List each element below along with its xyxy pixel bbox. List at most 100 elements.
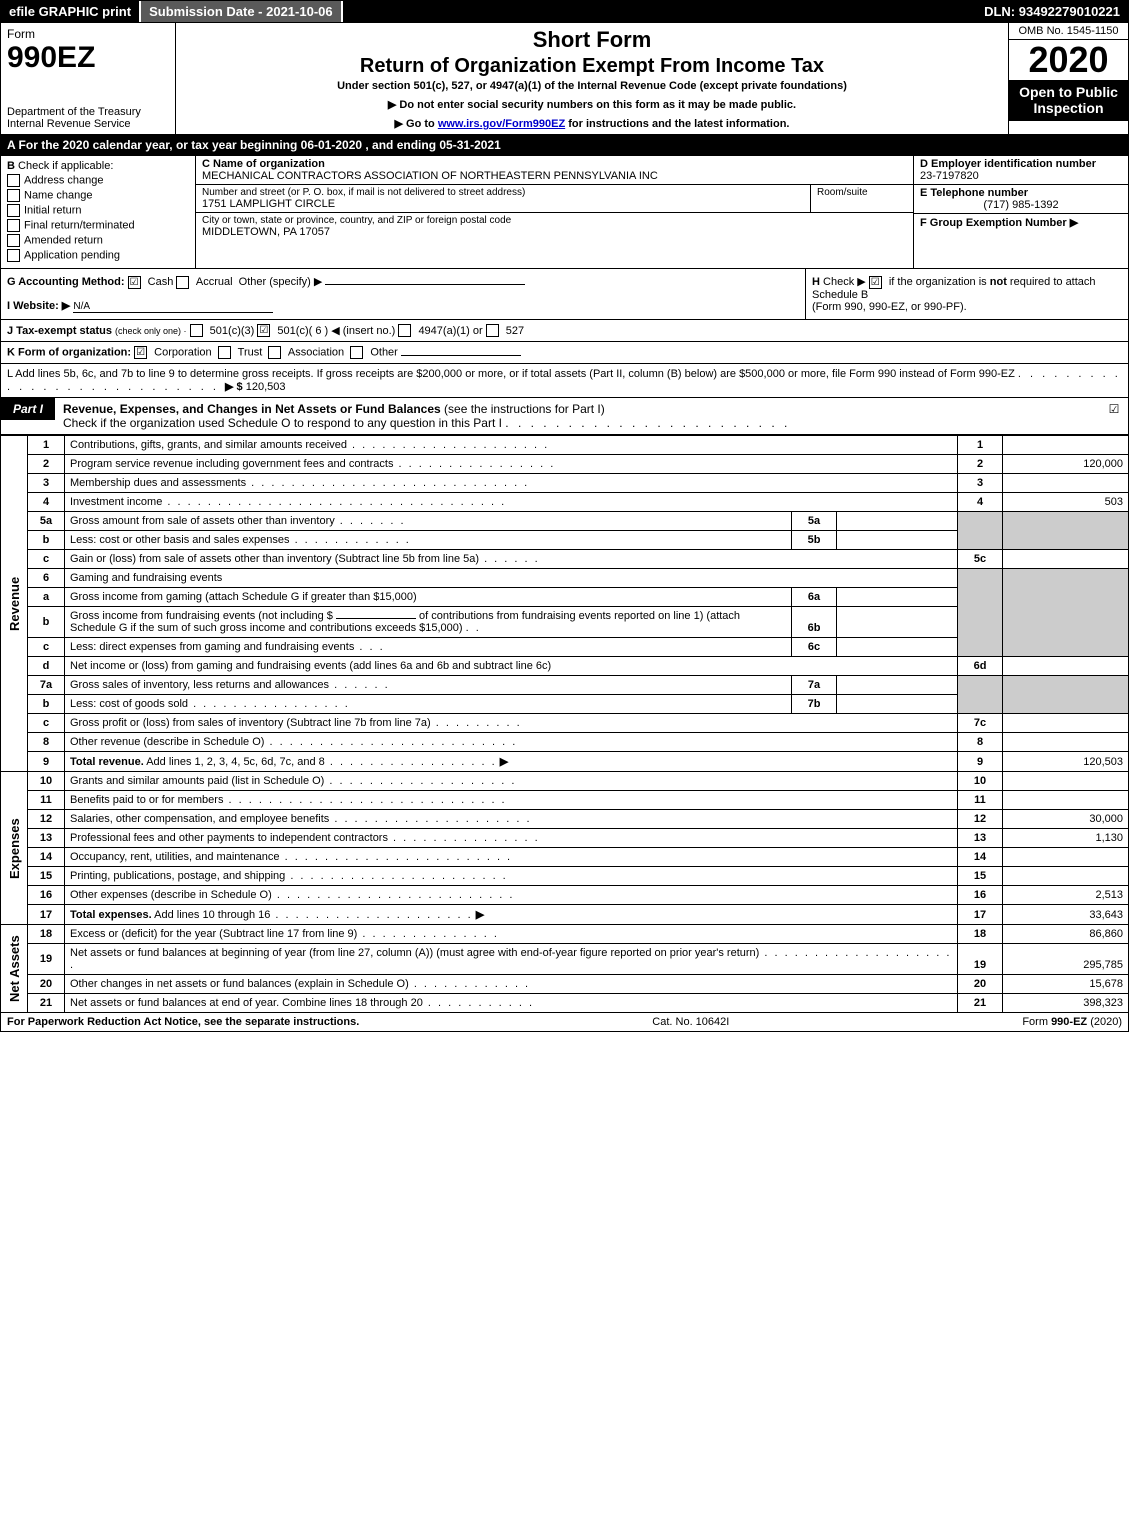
main-table: Revenue 1 Contributions, gifts, grants, …	[0, 435, 1129, 1013]
check-address-change[interactable]: Address change	[7, 174, 189, 187]
section-def: D Employer identification number 23-7197…	[913, 156, 1128, 268]
section-h: H Check ▶ ☑ if the organization is not r…	[805, 269, 1128, 319]
line-10: Expenses 10 Grants and similar amounts p…	[1, 772, 1129, 791]
check-amended-return[interactable]: Amended return	[7, 234, 189, 247]
room-label: Room/suite	[817, 187, 907, 198]
form-word: Form	[7, 27, 169, 41]
line-4: 4 Investment income . . . . . . . . . . …	[1, 493, 1129, 512]
footer-mid: Cat. No. 10642I	[652, 1016, 729, 1028]
arrow-icon: ▶	[1070, 217, 1078, 229]
check-initial-return[interactable]: Initial return	[7, 204, 189, 217]
check-other-org[interactable]	[350, 346, 363, 359]
instr-1: ▶ Do not enter social security numbers o…	[184, 98, 1000, 111]
section-l: L Add lines 5b, 6c, and 7b to line 9 to …	[0, 364, 1129, 398]
ein-label: D Employer identification number	[920, 158, 1122, 170]
section-c: C Name of organization MECHANICAL CONTRA…	[196, 156, 913, 268]
ein-value: 23-7197820	[920, 170, 1122, 182]
dln: DLN: 93492279010221	[976, 1, 1128, 22]
section-k: K Form of organization: ☑ Corporation Tr…	[0, 342, 1129, 364]
top-bar: efile GRAPHIC print Submission Date - 20…	[0, 0, 1129, 23]
open-inspection: Open to Public Inspection	[1009, 80, 1128, 122]
line-14: 14 Occupancy, rent, utilities, and maint…	[1, 848, 1129, 867]
line-17: 17 Total expenses. Add lines 10 through …	[1, 905, 1129, 925]
check-527[interactable]	[486, 324, 499, 337]
check-association[interactable]	[268, 346, 281, 359]
check-name-change[interactable]: Name change	[7, 189, 189, 202]
check-4947[interactable]	[398, 324, 411, 337]
tax-year-row: A For the 2020 calendar year, or tax yea…	[0, 135, 1129, 156]
instr-2: ▶ Go to www.irs.gov/Form990EZ for instru…	[184, 117, 1000, 130]
part-1-check[interactable]: ☑	[1100, 398, 1128, 420]
line-15: 15 Printing, publications, postage, and …	[1, 867, 1129, 886]
header-right: OMB No. 1545-1150 2020 Open to Public In…	[1008, 23, 1128, 134]
netassets-label: Net Assets	[1, 925, 28, 1013]
line-12: 12 Salaries, other compensation, and emp…	[1, 810, 1129, 829]
group-exempt-label: F Group Exemption Number	[920, 217, 1067, 229]
check-accrual[interactable]	[176, 276, 189, 289]
line-8: 8 Other revenue (describe in Schedule O)…	[1, 733, 1129, 752]
tax-year: 2020	[1009, 40, 1128, 80]
phone-value: (717) 985-1392	[920, 199, 1122, 211]
return-title: Return of Organization Exempt From Incom…	[184, 55, 1000, 78]
section-b: B Check if applicable: Address change Na…	[1, 156, 196, 268]
other-org-input[interactable]	[401, 355, 521, 356]
revenue-label: Revenue	[1, 436, 28, 772]
line-18: Net Assets 18 Excess or (deficit) for th…	[1, 925, 1129, 944]
line-2: 2 Program service revenue including gove…	[1, 455, 1129, 474]
footer: For Paperwork Reduction Act Notice, see …	[0, 1013, 1129, 1032]
line-1: Revenue 1 Contributions, gifts, grants, …	[1, 436, 1129, 455]
line-13: 13 Professional fees and other payments …	[1, 829, 1129, 848]
submission-date: Submission Date - 2021-10-06	[141, 1, 343, 22]
info-grid: B Check if applicable: Address change Na…	[0, 156, 1129, 269]
other-specify-input[interactable]	[325, 284, 525, 285]
topbar-spacer	[343, 1, 976, 22]
phone-label: E Telephone number	[920, 187, 1122, 199]
section-g: G Accounting Method: ☑ Cash Accrual Othe…	[1, 269, 805, 319]
header-middle: Short Form Return of Organization Exempt…	[176, 23, 1008, 134]
line-21: 21 Net assets or fund balances at end of…	[1, 994, 1129, 1013]
line-16: 16 Other expenses (describe in Schedule …	[1, 886, 1129, 905]
check-cash[interactable]: ☑	[128, 276, 141, 289]
check-schedule-b[interactable]: ☑	[869, 276, 882, 289]
section-i-label: I Website: ▶	[7, 300, 70, 312]
gross-receipts-value: 120,503	[246, 381, 286, 393]
efile-label[interactable]: efile GRAPHIC print	[1, 1, 141, 22]
check-final-return[interactable]: Final return/terminated	[7, 219, 189, 232]
check-trust[interactable]	[218, 346, 231, 359]
form-number: 990EZ	[7, 41, 169, 75]
omb-number: OMB No. 1545-1150	[1009, 23, 1128, 40]
line-5c: c Gain or (loss) from sale of assets oth…	[1, 550, 1129, 569]
header-left: Form 990EZ Department of the Treasury In…	[1, 23, 176, 134]
city-label: City or town, state or province, country…	[202, 215, 907, 226]
website-value: N/A	[73, 301, 273, 313]
subtitle: Under section 501(c), 527, or 4947(a)(1)…	[184, 80, 1000, 92]
part-1-header: Part I Revenue, Expenses, and Changes in…	[0, 398, 1129, 435]
check-501c3[interactable]	[190, 324, 203, 337]
irs-link[interactable]: www.irs.gov/Form990EZ	[438, 118, 565, 130]
line-20: 20 Other changes in net assets or fund b…	[1, 975, 1129, 994]
line-11: 11 Benefits paid to or for members . . .…	[1, 791, 1129, 810]
part-1-label: Part I	[1, 398, 55, 420]
check-corporation[interactable]: ☑	[134, 346, 147, 359]
gh-row: G Accounting Method: ☑ Cash Accrual Othe…	[0, 269, 1129, 320]
form-header: Form 990EZ Department of the Treasury In…	[0, 23, 1129, 135]
line-3: 3 Membership dues and assessments . . . …	[1, 474, 1129, 493]
line-7a: 7a Gross sales of inventory, less return…	[1, 676, 1129, 695]
line-7c: c Gross profit or (loss) from sales of i…	[1, 714, 1129, 733]
check-application-pending[interactable]: Application pending	[7, 249, 189, 262]
part-1-title: Revenue, Expenses, and Changes in Net As…	[55, 398, 1100, 434]
footer-left: For Paperwork Reduction Act Notice, see …	[7, 1016, 359, 1028]
check-501c[interactable]: ☑	[257, 324, 270, 337]
contrib-input[interactable]	[336, 618, 416, 619]
line-6: 6 Gaming and fundraising events	[1, 569, 1129, 588]
line-5a: 5a Gross amount from sale of assets othe…	[1, 512, 1129, 531]
footer-right: Form 990-EZ (2020)	[1022, 1016, 1122, 1028]
org-name-label: C Name of organization	[202, 158, 907, 170]
section-j: J Tax-exempt status (check only one) · 5…	[0, 320, 1129, 343]
expenses-label: Expenses	[1, 772, 28, 925]
department: Department of the Treasury Internal Reve…	[7, 106, 169, 130]
line-6d: d Net income or (loss) from gaming and f…	[1, 657, 1129, 676]
line-19: 19 Net assets or fund balances at beginn…	[1, 944, 1129, 975]
street-value: 1751 LAMPLIGHT CIRCLE	[202, 198, 804, 210]
line-9: 9 Total revenue. Add lines 1, 2, 3, 4, 5…	[1, 752, 1129, 772]
